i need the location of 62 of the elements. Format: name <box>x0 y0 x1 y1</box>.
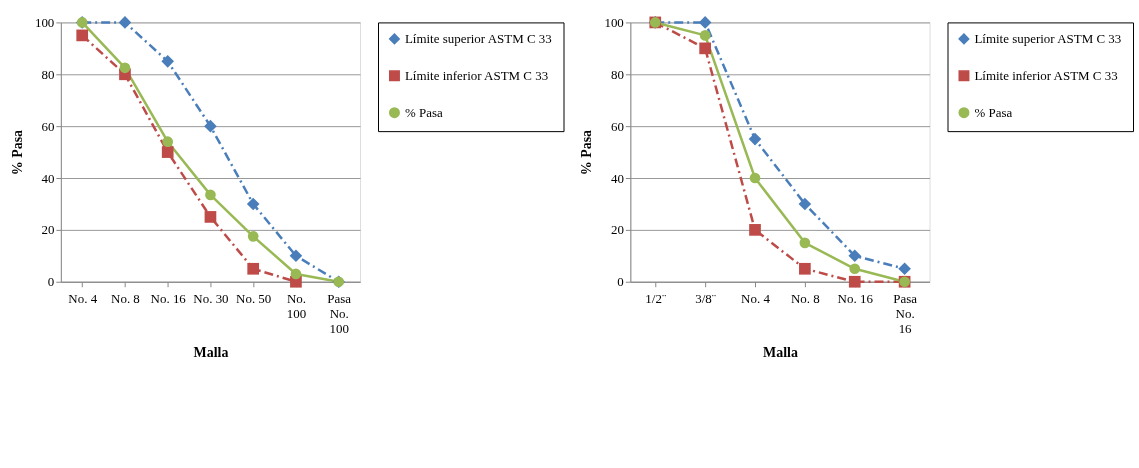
point <box>749 172 761 184</box>
point <box>247 231 259 242</box>
x-tick-label: No. 30 <box>193 291 229 307</box>
point <box>848 275 861 288</box>
y-tick-label: 80 <box>41 66 55 82</box>
y-axis-title: % Pasa <box>9 129 25 176</box>
legend-label: % Pasa <box>974 104 1013 120</box>
legend-label: Límite inferior ASTM C 33 <box>974 67 1118 83</box>
point <box>247 262 260 275</box>
legend-label: Límite superior ASTM C 33 <box>404 30 552 46</box>
x-tick-label: Pasa No. 16 <box>893 291 918 337</box>
point <box>748 132 762 146</box>
y-axis-title: % Pasa <box>579 129 595 176</box>
y-tick-label: 60 <box>610 118 624 134</box>
point <box>118 16 132 29</box>
x-tick-label: 1/2¨ <box>645 291 667 307</box>
x-tick-label: No. 8 <box>111 291 140 307</box>
point <box>119 62 131 74</box>
x-tick-label: No. 4 <box>741 291 771 307</box>
point <box>749 224 761 236</box>
y-tick-label: 100 <box>604 14 624 30</box>
point <box>76 29 89 42</box>
point <box>204 119 217 133</box>
x-tick-label: No. 4 <box>68 291 98 307</box>
x-tick-label: Pasa No. 100 <box>327 291 352 337</box>
point <box>799 262 811 275</box>
point <box>161 146 174 158</box>
y-tick-label: 20 <box>41 222 55 238</box>
point <box>161 55 175 68</box>
point <box>849 263 861 275</box>
legend-label: % Pasa <box>404 104 443 120</box>
x-tick-label: No. 50 <box>236 291 272 307</box>
point <box>898 262 911 276</box>
point <box>699 42 711 55</box>
x-tick-label: No. 16 <box>150 291 187 307</box>
x-tick-label: 3/8¨ <box>695 291 717 307</box>
legend-label: Límite inferior ASTM C 33 <box>404 67 549 83</box>
y-tick-label: 20 <box>610 222 624 238</box>
point <box>204 211 217 223</box>
point <box>205 189 216 201</box>
point <box>246 197 260 211</box>
point <box>699 30 711 41</box>
y-tick-label: 0 <box>617 274 624 290</box>
x-axis-title: Malla <box>763 345 798 361</box>
y-tick-label: 80 <box>610 66 624 82</box>
y-tick-label: 40 <box>610 170 624 186</box>
y-tick-label: 100 <box>34 14 55 30</box>
point <box>289 249 303 263</box>
x-tick-label: No. 100 <box>286 291 307 322</box>
point <box>848 249 862 263</box>
x-tick-label: No. 16 <box>837 291 874 307</box>
point <box>290 268 302 280</box>
point <box>698 16 712 29</box>
x-axis-title: Malla <box>193 345 229 361</box>
x-tick-label: No. 8 <box>790 291 820 307</box>
point <box>798 197 812 211</box>
y-tick-label: 60 <box>41 118 55 134</box>
y-tick-label: 0 <box>47 274 55 290</box>
point <box>162 136 174 148</box>
legend-label: Límite superior ASTM C 33 <box>974 30 1122 46</box>
point <box>799 237 811 249</box>
y-tick-label: 40 <box>41 170 55 186</box>
